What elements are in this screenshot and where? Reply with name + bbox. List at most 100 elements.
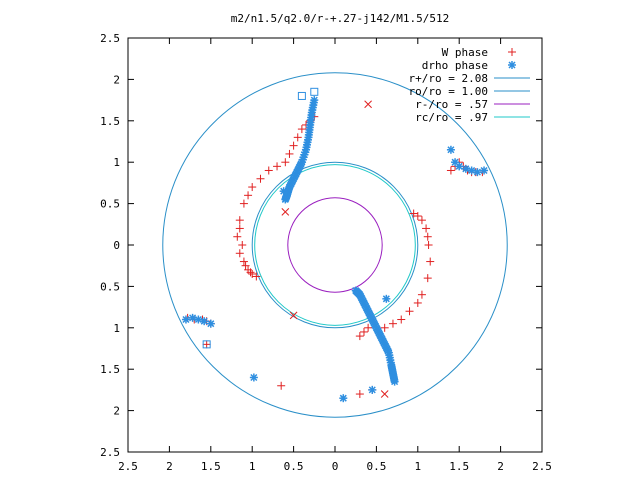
w-phase-point xyxy=(238,241,247,249)
x-tick-label: 2.5 xyxy=(118,460,138,473)
x-tick-label: 1.5 xyxy=(449,460,469,473)
x-tick-label: 1 xyxy=(414,460,421,473)
drho-phase-point xyxy=(339,394,348,403)
y-tick-label: 2 xyxy=(113,405,120,418)
drho-phase-point xyxy=(194,315,203,324)
w-phase-point xyxy=(297,125,306,134)
drho-phase-point xyxy=(451,158,460,167)
w-phase-point xyxy=(397,315,406,324)
legend-label: rc/ro = .97 xyxy=(415,111,488,124)
w-phase-point xyxy=(248,183,257,192)
w-phase-point xyxy=(413,212,422,221)
w-phase-point xyxy=(413,298,422,307)
y-tick-label: 1.5 xyxy=(100,115,120,128)
x-tick-label: 2 xyxy=(166,460,173,473)
w-phase-point xyxy=(235,224,244,233)
w-phase-point xyxy=(273,162,282,171)
y-tick-label: 2 xyxy=(113,73,120,86)
drho-phase-point xyxy=(188,313,197,322)
w-phase-point xyxy=(252,272,261,281)
drho-phase-point xyxy=(249,373,258,382)
w-phase-point xyxy=(355,332,364,341)
x-marker xyxy=(380,390,389,398)
w-phase-point xyxy=(285,149,294,158)
w-phase-point xyxy=(380,323,389,332)
drho-phase-point xyxy=(200,317,209,326)
drho-phase-point xyxy=(480,166,489,175)
y-tick-label: 1 xyxy=(113,156,120,169)
x-tick-label: 1.5 xyxy=(201,460,221,473)
square-marker xyxy=(310,87,319,96)
w-phase-point xyxy=(424,241,433,249)
w-phase-point xyxy=(423,274,432,283)
w-phase-point xyxy=(233,232,242,241)
square-marker xyxy=(202,340,211,349)
legend-marker-star xyxy=(508,61,516,69)
legend-label: r-/ro = .57 xyxy=(415,98,488,111)
drho-phase-point xyxy=(446,145,455,154)
y-tick-label: 0.5 xyxy=(100,198,120,211)
legend-label: ro/ro = 1.00 xyxy=(409,85,488,98)
w-phase-point xyxy=(235,216,244,225)
w-phase-point xyxy=(426,257,435,266)
drho-phase-point xyxy=(390,377,399,386)
w-phase-point xyxy=(364,323,373,332)
axis-ticks: 2.5 2 1.5 1 0.5 0 0.5 1 1.5 2 2.52.521.510.500.511… xyxy=(100,32,552,473)
legend-label: drho phase xyxy=(422,59,488,72)
drho-phase-point xyxy=(467,166,476,175)
w-phase-point xyxy=(355,390,364,399)
chart-title: m2/n1.5/q2.0/r-+.27-j142/M1.5/512 xyxy=(231,12,450,25)
reference-circle xyxy=(254,164,416,326)
legend-marker-plus xyxy=(508,48,516,56)
x-tick-label: 1 xyxy=(249,460,256,473)
w-phase-point xyxy=(388,319,397,328)
x-tick-label: 0.5 xyxy=(366,460,386,473)
w-phase-point xyxy=(246,268,255,277)
y-tick-label: 1 xyxy=(113,322,120,335)
square-marker xyxy=(297,91,306,100)
drho-phase-point xyxy=(281,195,290,204)
y-tick-label: 0.5 xyxy=(100,280,120,293)
w-phase-point xyxy=(239,199,248,208)
w-phase-point xyxy=(359,327,368,336)
w-phase-point xyxy=(248,269,257,278)
drho-phase-point xyxy=(279,187,288,196)
w-phase-point xyxy=(423,232,432,241)
w-phase-point xyxy=(235,249,244,258)
w-phase-point xyxy=(281,158,290,167)
w-phase-point xyxy=(417,290,426,299)
w-phase-point xyxy=(202,340,211,349)
drho-phase-point xyxy=(473,168,482,177)
w-phase-point xyxy=(417,216,426,225)
drho-phase-point xyxy=(455,162,464,171)
reference-circles xyxy=(162,72,508,418)
w-phase-point xyxy=(264,166,273,175)
drho-phase-point xyxy=(382,294,391,303)
x-tick-label: 2 xyxy=(497,460,504,473)
reference-circle xyxy=(251,161,419,329)
y-tick-label: 1.5 xyxy=(100,363,120,376)
x-tick-label: 2.5 xyxy=(532,460,552,473)
y-tick-label: 0 xyxy=(113,239,120,252)
w-phase-point xyxy=(422,224,431,233)
reference-circle xyxy=(162,72,508,418)
reference-circle xyxy=(287,197,383,293)
x-marker xyxy=(364,100,372,109)
drho-phase-point xyxy=(181,315,190,324)
drho-phase-point xyxy=(368,385,377,394)
w-phase-point xyxy=(293,133,302,142)
x-tick-label: 0 xyxy=(332,460,339,473)
w-phase-point xyxy=(244,191,253,200)
drho-phase-point xyxy=(206,319,215,328)
w-phase-point xyxy=(241,261,250,270)
x-marker xyxy=(281,208,290,216)
w-phase-point xyxy=(277,381,286,390)
x-marker xyxy=(289,311,298,320)
x-tick-label: 0.5 xyxy=(284,460,304,473)
w-phase-point xyxy=(405,307,414,316)
legend-label: r+/ro = 2.08 xyxy=(409,72,488,85)
data-points xyxy=(181,48,516,403)
w-phase-point xyxy=(409,209,418,218)
w-phase-point xyxy=(289,141,298,150)
